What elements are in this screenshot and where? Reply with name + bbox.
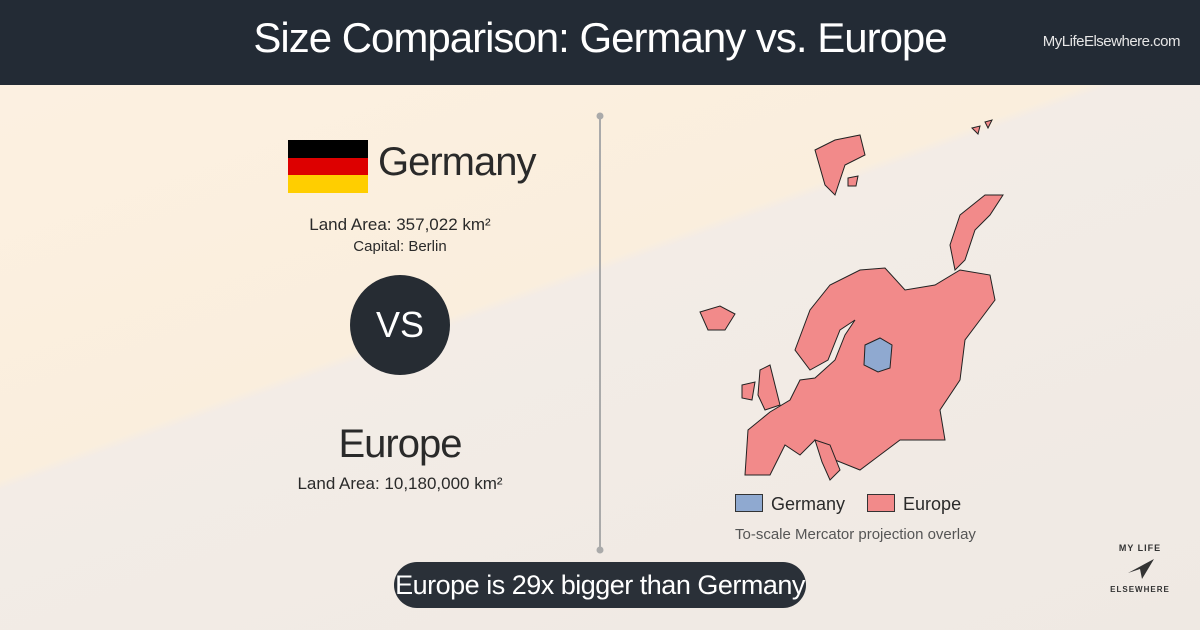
legend-swatch [867, 494, 896, 512]
legend-item: Germany [735, 494, 845, 514]
legend-swatch [735, 494, 763, 512]
flag [288, 140, 368, 193]
banner: Europe is 29x bigger than Germany [394, 562, 806, 608]
country-area: Land Area: 357,022 km² [309, 215, 491, 234]
region-area: Land Area: 10,180,000 km² [297, 474, 503, 493]
title: Size Comparison: Germany vs. Europe [253, 14, 947, 61]
map [699, 119, 1004, 481]
divider-end [596, 546, 604, 554]
legend-item: Europe [867, 494, 961, 514]
divider-end [596, 112, 604, 120]
vs-badge: VS [350, 275, 450, 375]
logo-top: MY LIFE [1118, 543, 1162, 553]
site-name[interactable]: MyLifeElsewhere.com [1042, 33, 1181, 50]
header: Size Comparison: Germany vs. Europe MyLi… [0, 0, 1200, 85]
legend: Germany Europe [735, 494, 983, 515]
country-name: Germany [378, 140, 536, 184]
caption: To-scale Mercator projection overlay [735, 526, 976, 543]
region-name: Europe [338, 422, 463, 466]
legend-label: Europe [903, 494, 962, 514]
legend-label: Germany [771, 494, 846, 514]
logo-mark [1128, 559, 1154, 579]
capital: Capital: Berlin [353, 238, 447, 255]
logo-bottom: ELSEWHERE [1110, 585, 1170, 594]
